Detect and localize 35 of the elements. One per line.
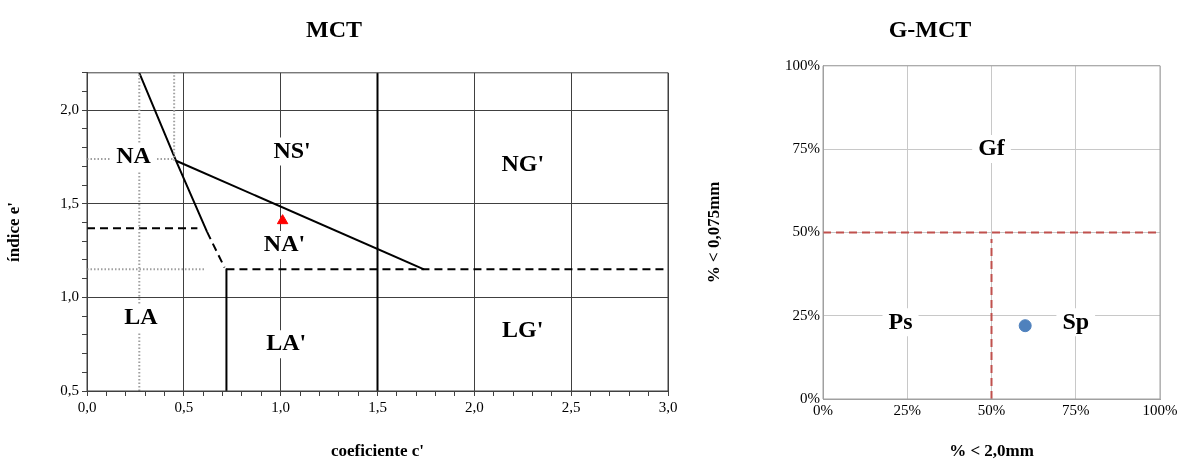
annotation: LA: [124, 303, 159, 330]
annotation: NA: [116, 142, 152, 169]
y-tick-label: 50%: [792, 223, 820, 240]
y-tick-label: 25%: [792, 306, 820, 323]
x-tick-label: 25%: [893, 401, 921, 418]
annotation: LG': [502, 316, 544, 343]
x-tick-label: 0,5: [174, 398, 194, 415]
x-tick-label: 3,0: [658, 398, 678, 415]
x-tick-label: 100%: [1142, 401, 1178, 418]
x-tick-label: 2,0: [464, 398, 484, 415]
annotation: Sp: [1062, 307, 1090, 334]
chart-title: G-MCT: [888, 15, 972, 42]
x-axis-title: % < 2,0mm: [949, 441, 1034, 461]
annotation: NA': [263, 230, 306, 257]
y-tick-label: 0,5: [60, 381, 79, 398]
y-tick-label: 1,0: [60, 288, 79, 305]
y-tick-label: 2,0: [60, 101, 79, 118]
chart-title: MCT: [306, 15, 362, 42]
y-tick-label: 75%: [792, 140, 820, 157]
y-tick-label: 100%: [785, 56, 820, 73]
x-tick-label: 50%: [977, 401, 1006, 418]
x-tick-label: 2,5: [561, 398, 581, 415]
x-axis-title: coeficiente c': [331, 441, 424, 461]
annotation: Ps: [888, 307, 913, 334]
annotation: NS': [273, 136, 311, 163]
y-tick-label: 1,5: [60, 194, 79, 211]
x-tick-label: 75%: [1062, 401, 1090, 418]
y-axis-title: índice e': [3, 201, 23, 262]
annotation: NG': [501, 149, 545, 176]
x-tick-label: 0,0: [77, 398, 97, 415]
annotation: LA': [266, 329, 307, 356]
annotation: Gf: [978, 134, 1006, 161]
y-axis-title: % < 0,075mm: [703, 181, 723, 284]
x-tick-label: 1,0: [271, 398, 291, 415]
x-tick-label: 1,5: [368, 398, 387, 415]
